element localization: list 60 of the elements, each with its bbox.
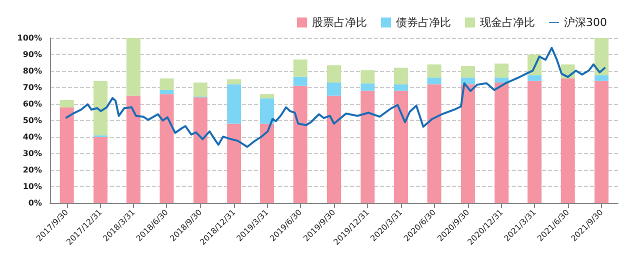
bar <box>293 76 308 86</box>
line-series <box>64 46 606 148</box>
bar <box>394 68 408 84</box>
bar <box>260 98 274 124</box>
y-tick-label: 70% <box>22 83 42 92</box>
y-tick-label: 0% <box>28 198 42 208</box>
bar <box>494 78 509 83</box>
bar <box>94 137 108 203</box>
bar <box>126 38 140 96</box>
bar <box>260 94 274 98</box>
bar <box>327 65 341 83</box>
bar <box>360 83 375 91</box>
bar <box>528 80 542 203</box>
y-tick-label: 60% <box>22 100 42 108</box>
bar <box>427 64 442 78</box>
bar <box>460 66 475 78</box>
legend-label: 现金占净比 <box>480 16 536 29</box>
y-tick-label: 10% <box>22 182 42 191</box>
bar <box>427 78 442 84</box>
y-tick-label: 50% <box>22 116 42 125</box>
bar <box>327 82 341 96</box>
bar <box>327 96 341 203</box>
bar <box>528 75 542 81</box>
bar <box>360 90 375 203</box>
bar <box>394 84 408 91</box>
bar <box>360 70 375 84</box>
bar <box>293 59 308 77</box>
bar <box>293 86 308 203</box>
y-tick-label: 20% <box>22 166 42 174</box>
bar <box>193 82 208 97</box>
bar <box>494 82 509 203</box>
bar <box>494 64 509 78</box>
y-tick-label: 80% <box>22 66 42 76</box>
bar <box>160 90 174 94</box>
bar <box>594 80 609 203</box>
y-tick-label: 100% <box>17 34 42 42</box>
bar <box>394 90 408 203</box>
bar <box>594 38 609 76</box>
bar <box>260 124 274 203</box>
bar <box>60 107 74 203</box>
bar <box>160 94 174 203</box>
y-tick-label: 40% <box>22 132 42 142</box>
bar <box>460 84 475 203</box>
y-tick-label: 90% <box>22 50 42 59</box>
legend-label: 沪深300 <box>564 16 608 29</box>
bar <box>60 100 74 108</box>
legend-label: 股票占净比 <box>312 16 368 29</box>
bar <box>160 78 174 90</box>
bar <box>227 84 242 124</box>
y-tick-label: 30% <box>22 149 42 158</box>
bar <box>427 84 442 203</box>
bar <box>94 80 108 136</box>
bar <box>193 97 208 203</box>
bar <box>594 75 609 81</box>
bar <box>460 78 475 84</box>
bar <box>560 78 575 203</box>
bar <box>227 79 242 84</box>
bar <box>126 96 140 203</box>
legend-label: 债券占净比 <box>396 16 452 29</box>
bar <box>227 124 242 203</box>
